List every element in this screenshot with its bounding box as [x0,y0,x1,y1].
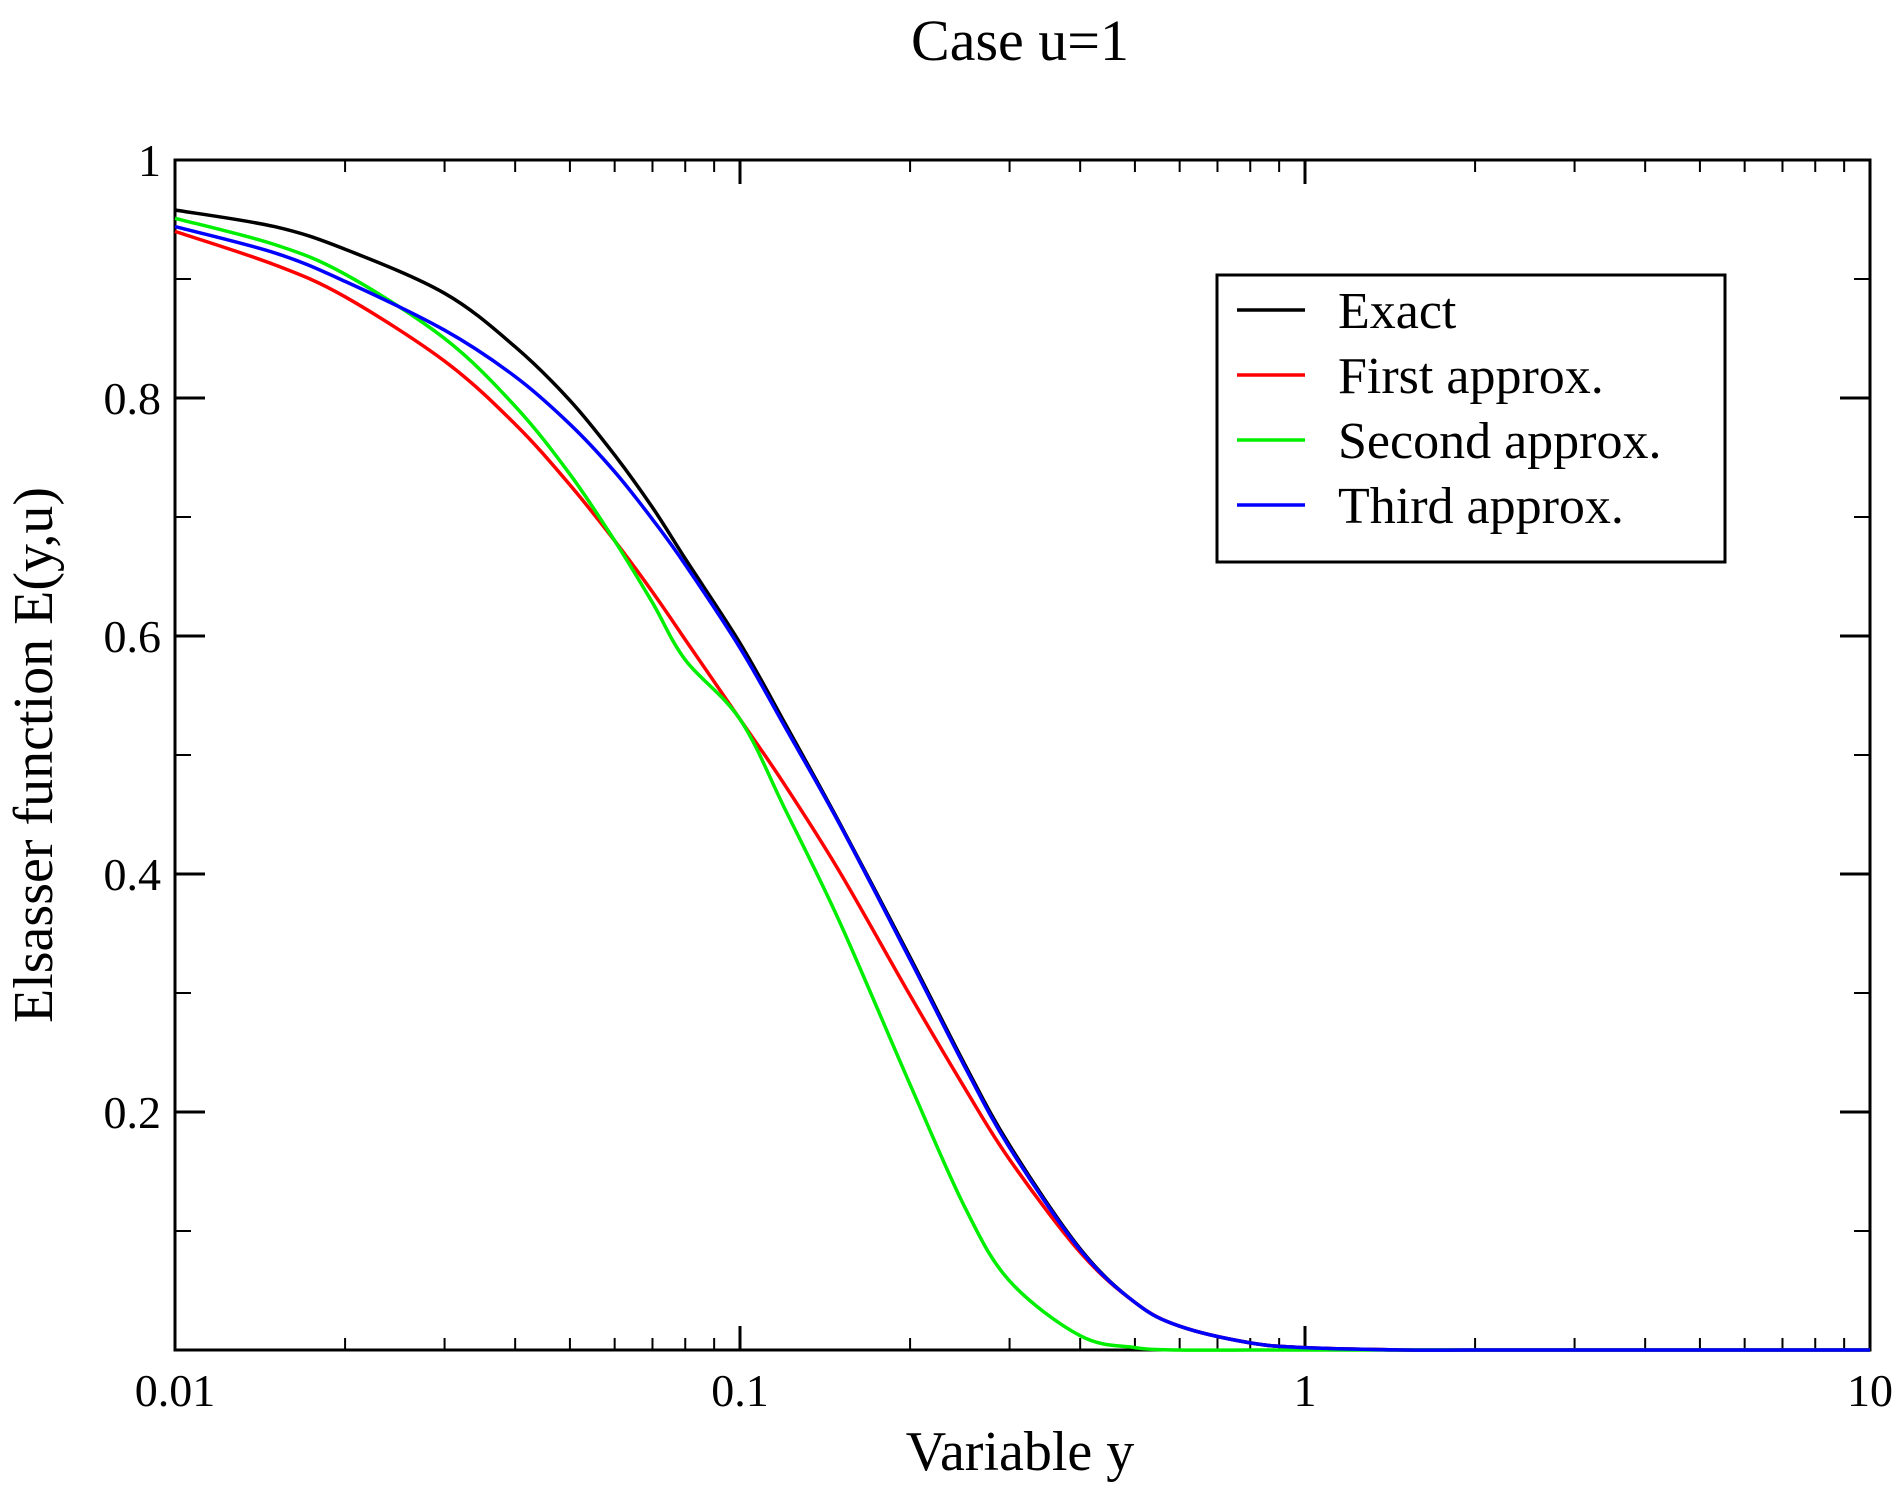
y-tick-label: 0.4 [104,849,162,900]
y-tick-label: 0.8 [104,373,162,424]
x-tick-label: 10 [1847,1365,1893,1416]
legend-label-second-approx: Second approx. [1338,413,1661,470]
x-tick-label: 0.01 [135,1365,216,1416]
y-tick-label: 0.2 [104,1087,162,1138]
tick-labels: 0.01 0.1 1 10 0.2 0.4 0.6 0.8 1 [104,135,1894,1416]
legend-box [1215,273,1727,564]
legend-label-third-approx: Third approx. [1338,478,1624,535]
legend-label-exact: Exact [1338,283,1457,340]
x-tick-label: 1 [1294,1365,1317,1416]
x-tick-label: 0.1 [711,1365,769,1416]
y-tick-label: 0.6 [104,611,162,662]
y-tick-label: 1 [138,135,161,186]
legend-label-first-approx: First approx. [1338,348,1604,405]
chart-title: Case u=1 [911,8,1129,73]
legend: Exact First approx. Second approx. Third ap… [1215,273,1727,564]
y-axis-label: Elsasser function E(y,u) [3,487,65,1023]
x-axis-label: Variable y [906,1421,1135,1483]
series-line-third-approx [174,224,1870,1352]
series-lines [174,208,1870,1352]
